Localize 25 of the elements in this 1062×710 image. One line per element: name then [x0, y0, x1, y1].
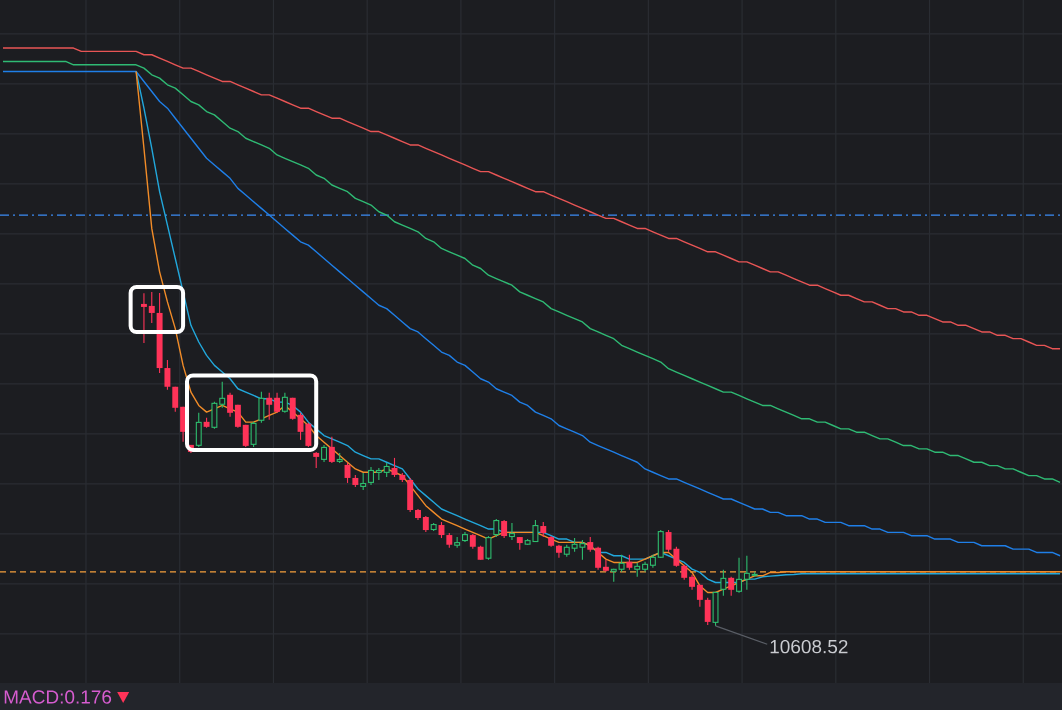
candlestick — [743, 555, 750, 591]
candlestick — [720, 569, 727, 597]
candlestick — [501, 519, 508, 539]
candlestick — [493, 518, 500, 538]
candlestick — [602, 559, 609, 573]
candlestick — [281, 392, 288, 414]
candlestick — [172, 386, 179, 413]
candlestick — [736, 557, 742, 594]
candlestick — [140, 292, 147, 344]
candlestick — [274, 392, 281, 414]
candlestick — [368, 466, 374, 486]
candlestick — [227, 392, 234, 418]
candlestick — [266, 392, 273, 421]
candlestick — [454, 536, 461, 549]
candlestick — [195, 412, 202, 448]
candlestick — [728, 576, 735, 597]
candlestick — [508, 522, 515, 541]
text: 10608.52 — [770, 639, 848, 654]
candlestick — [219, 381, 226, 409]
text: MACD:0.176 — [4, 690, 112, 704]
candlestick — [328, 436, 335, 464]
candlestick — [595, 546, 602, 571]
candlestick — [148, 291, 155, 324]
candlestick — [164, 359, 171, 391]
candlestick — [704, 597, 711, 626]
